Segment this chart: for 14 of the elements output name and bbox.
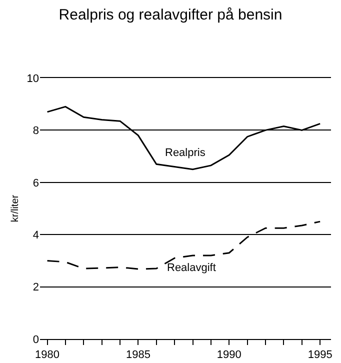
annotation: Realavgift xyxy=(167,262,216,274)
annotation: Realpris xyxy=(165,147,206,159)
y-tick-label: 4 xyxy=(32,229,39,242)
y-axis-title: kr/liter xyxy=(10,194,21,222)
y-tick-label: 8 xyxy=(32,125,39,138)
chart-title: Realpris og realavgifter på bensin xyxy=(58,6,282,24)
x-tick-label: 1985 xyxy=(126,349,150,362)
x-tick-label: 1980 xyxy=(35,349,60,362)
x-tick-label: 1995 xyxy=(308,349,332,362)
y-tick-label: 0 xyxy=(32,334,39,346)
x-tick-label: 1990 xyxy=(216,349,242,362)
y-tick-label: 2 xyxy=(32,282,39,294)
y-tick-label: 10 xyxy=(26,72,39,85)
y-tick-label: 6 xyxy=(32,177,39,190)
